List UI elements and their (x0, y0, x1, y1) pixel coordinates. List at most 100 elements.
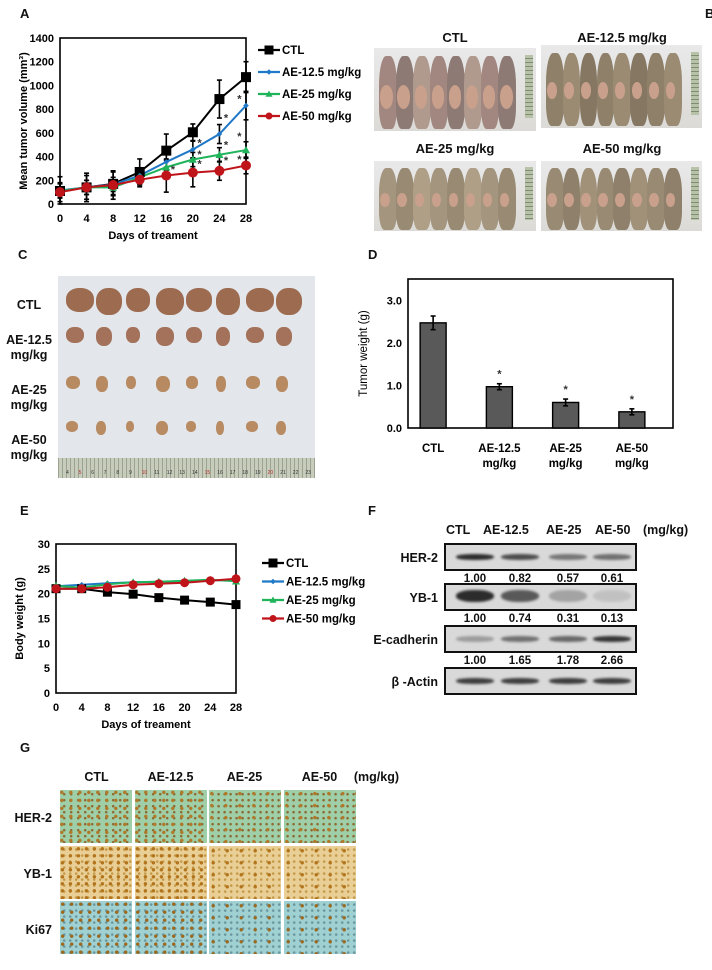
blot-band (549, 590, 587, 602)
tumor (66, 288, 94, 312)
tumor-bulge (581, 192, 591, 207)
row-label-line1: AE-50 (11, 433, 47, 447)
y-tick-label: 400 (36, 152, 54, 164)
tumor-bulge (465, 85, 479, 109)
ruler-tick-label: 21 (280, 470, 286, 476)
ihc-row-yb1: YB-1 (23, 867, 52, 881)
ruler-tick-label: 17 (229, 470, 236, 476)
data-point (77, 584, 87, 594)
tumor (66, 376, 80, 389)
quant-value: 1.78 (556, 655, 580, 667)
y-tick-label: 1200 (30, 57, 54, 69)
data-point (108, 180, 119, 191)
ruler: 4 5 6 7 8 9 10 11 12 13 14 15 16 17 18 19 20 21 22 23 (58, 458, 315, 478)
legend-marker (268, 558, 278, 568)
y-tick-label: 5 (44, 663, 50, 675)
legend-marker (265, 90, 273, 97)
x-axis-label: Days of treament (108, 230, 198, 242)
data-point (187, 167, 198, 178)
data-point (180, 578, 190, 588)
tumor-bulge (414, 85, 428, 109)
ihc-image (60, 901, 132, 954)
tumor-bulge (397, 192, 408, 207)
wb-row-label: HER-2 (400, 551, 438, 565)
ihc-image (134, 901, 207, 954)
panel-b-title-ae25: AE-25 mg/kg (415, 141, 495, 156)
tumor-bulge (564, 192, 574, 207)
blot-band (501, 636, 539, 642)
quant-value: 0.74 (508, 613, 532, 625)
panel-b-title-ae12: AE-12.5 mg/kg (577, 30, 667, 45)
chart-d: 0.0 1.0 2.0 3.0 Tumor weight (g) CTL * AE-12.5 m… (358, 278, 674, 470)
ruler-tick-label: 18 (242, 470, 248, 476)
x-tick-label: 20 (187, 213, 199, 225)
y-tick-label: 25 (38, 564, 50, 576)
blot-band (549, 554, 587, 560)
wb-row-label: β -Actin (391, 675, 438, 689)
ihc-col-ae12: AE-12.5 (147, 770, 194, 784)
tumor (96, 288, 122, 315)
ihc-image (209, 901, 281, 954)
ruler-tick-label: 6 (91, 470, 94, 476)
data-point (231, 574, 241, 584)
data-point (162, 163, 171, 171)
wb-col-ae25: AE-25 (546, 523, 582, 537)
tumor-bulge (665, 82, 676, 99)
panel-c-row-label: AE-12.5 mg/kg (4, 333, 54, 363)
y-tick-label: 15 (38, 614, 50, 626)
blot-strip (444, 583, 637, 611)
x-tick-label: mg/kg (549, 458, 583, 470)
significance-marker: * (224, 112, 229, 124)
x-tick-label: 24 (204, 702, 217, 714)
tumor-bulge (665, 192, 676, 207)
tumor (156, 421, 168, 435)
wb-col-ae50: AE-50 (595, 523, 631, 537)
ihc-image (134, 845, 207, 899)
x-tick-label: 8 (110, 213, 116, 225)
y-tick-label: 0 (48, 199, 54, 211)
tumor-bulge (380, 192, 391, 207)
x-tick-label: 28 (230, 702, 242, 714)
tumor (156, 288, 184, 315)
blot-band (593, 590, 631, 602)
chart-a: 0 200 400 600 800 1000 1200 1400 0 4 8 12 16 20 24 28 Da… (18, 33, 361, 242)
tumor-bulge (482, 85, 496, 109)
wb-row-label: YB-1 (409, 591, 438, 605)
blot-strip (444, 543, 637, 571)
ruler-tick-label: 16 (217, 470, 223, 476)
ruler-tick-label: 19 (255, 470, 261, 476)
row-label-line1: AE-25 (11, 383, 47, 397)
significance-marker: * (197, 149, 202, 161)
tumor-bulge (448, 192, 459, 207)
y-tick-label: 3.0 (387, 295, 402, 307)
wb-col-ae12: AE-12.5 (483, 523, 529, 537)
plot-frame (407, 278, 674, 429)
tumor (186, 376, 198, 389)
quant-value: 1.00 (463, 573, 487, 585)
tumor-bulge (581, 82, 591, 99)
ihc-image (283, 845, 356, 899)
ruler-tick-label: 9 (129, 470, 132, 476)
ihc-col-ctl: CTL (84, 770, 109, 784)
significance-marker: * (237, 131, 242, 143)
legend-label: AE-12.5 mg/kg (286, 577, 365, 589)
tumor-bulge (615, 192, 625, 207)
legend-label: AE-50 mg/kg (282, 111, 352, 123)
legend-label: AE-50 mg/kg (286, 614, 356, 626)
y-axis-label: Body weight (g) (14, 577, 26, 660)
significance-marker: * (224, 140, 229, 152)
plot-frame (55, 543, 237, 694)
data-point (216, 131, 223, 137)
ruler-tick-label: 10 (141, 470, 148, 476)
legend-marker (269, 615, 277, 622)
panel-label-f: F (368, 503, 376, 518)
legend-label: CTL (282, 45, 304, 57)
tumor (156, 376, 170, 392)
data-point (161, 145, 172, 156)
panel-label-d: D (368, 247, 378, 262)
ruler-tick-label: 12 (166, 470, 173, 476)
quant-value: 1.00 (463, 613, 487, 625)
data-point (180, 595, 190, 605)
quant-value: 0.82 (508, 573, 532, 585)
tumor-bulge (482, 192, 493, 207)
